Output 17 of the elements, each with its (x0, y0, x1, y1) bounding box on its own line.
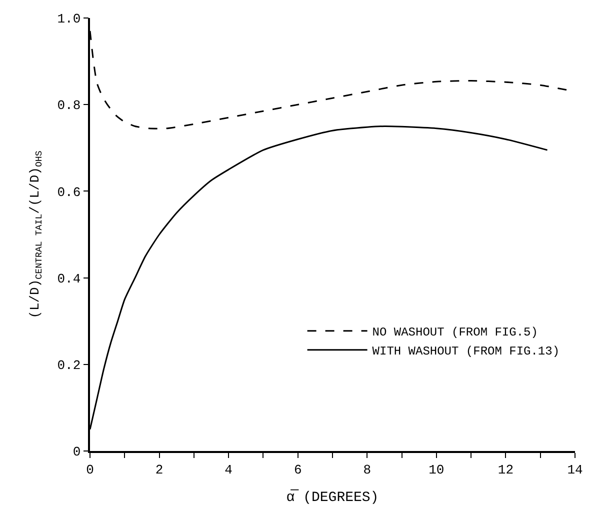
y-tick-label: 0.2 (57, 358, 81, 373)
x-tick-label: 8 (363, 462, 372, 478)
y-tick-label: 0.4 (57, 271, 81, 286)
x-tick-label: 12 (498, 462, 514, 478)
x-axis-title: α̅ (DEGREES) (286, 489, 379, 506)
y-tick-label: 0.8 (57, 98, 81, 114)
x-tick-label: 2 (155, 462, 164, 478)
x-tick-label: 0 (86, 462, 94, 478)
x-tick-label: 6 (294, 462, 302, 478)
legend-label: NO WASHOUT (FROM FIG.5) (372, 326, 538, 340)
x-tick-label: 4 (224, 462, 233, 478)
legend-label: WITH WASHOUT (FROM FIG.13) (372, 344, 560, 359)
y-tick-label: 0.6 (57, 184, 81, 200)
x-tick-label: 14 (567, 462, 583, 478)
y-tick-label: 0 (72, 444, 81, 460)
x-tick-label: 10 (428, 462, 444, 478)
y-tick-label: 1.0 (57, 12, 81, 27)
